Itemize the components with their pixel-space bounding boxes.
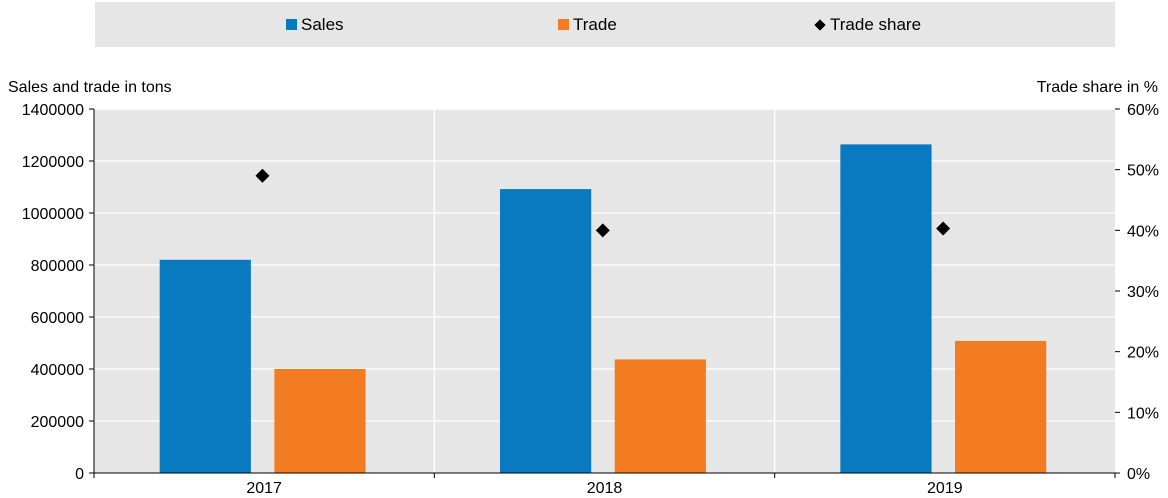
x-tick-label: 2018 xyxy=(587,480,623,497)
bar-sales-2019 xyxy=(840,144,932,474)
x-tick-label: 2017 xyxy=(246,480,282,497)
legend-label-sales: Sales xyxy=(301,14,344,34)
y-tick-label-left: 1200000 xyxy=(22,154,84,171)
marker-trade-share-2019 xyxy=(936,221,951,236)
y-axis-title-left: Sales and trade in tons xyxy=(8,79,172,96)
legend-swatch-trade xyxy=(558,19,569,30)
legend-item-trade: Trade xyxy=(558,2,617,47)
bar-trade-2017 xyxy=(274,369,366,473)
bar-trade-2019 xyxy=(955,340,1047,473)
legend-label-trade: Trade xyxy=(573,14,617,34)
plot-area xyxy=(94,109,1115,473)
y-tick-label-left: 1400000 xyxy=(22,102,84,119)
y-tick-label-right: 60% xyxy=(1127,102,1159,119)
bar-sales-2017 xyxy=(159,259,251,473)
bar-sales-2018 xyxy=(500,189,592,473)
y-axis-title-right: Trade share in % xyxy=(1036,79,1158,96)
y-tick-label-left: 800000 xyxy=(31,258,84,275)
y-tick-label-right: 40% xyxy=(1127,223,1159,240)
y-tick-label-left: 200000 xyxy=(31,414,84,431)
legend-item-trade-share: Trade share xyxy=(814,2,922,47)
y-tick-label-right: 30% xyxy=(1127,284,1159,301)
y-tick-label-right: 50% xyxy=(1127,163,1159,180)
bar-trade-2018 xyxy=(614,359,706,473)
legend: Sales Trade Trade share xyxy=(95,2,1115,47)
y-tick-label-right: 0% xyxy=(1127,466,1150,483)
y-tick-label-left: 400000 xyxy=(31,362,84,379)
y-tick-label-left: 1000000 xyxy=(22,206,84,223)
x-tick-label: 2019 xyxy=(927,480,963,497)
y-tick-label-left: 600000 xyxy=(31,310,84,327)
y-tick-label-right: 10% xyxy=(1127,405,1159,422)
marker-trade-share-2018 xyxy=(595,223,610,238)
y-tick-label-left: 0 xyxy=(75,466,84,483)
marker-trade-share-2017 xyxy=(255,168,270,183)
legend-swatch-sales xyxy=(286,19,297,30)
y-tick-label-right: 20% xyxy=(1127,345,1159,362)
legend-label-trade-share: Trade share xyxy=(830,14,922,34)
legend-item-sales: Sales xyxy=(286,2,344,47)
